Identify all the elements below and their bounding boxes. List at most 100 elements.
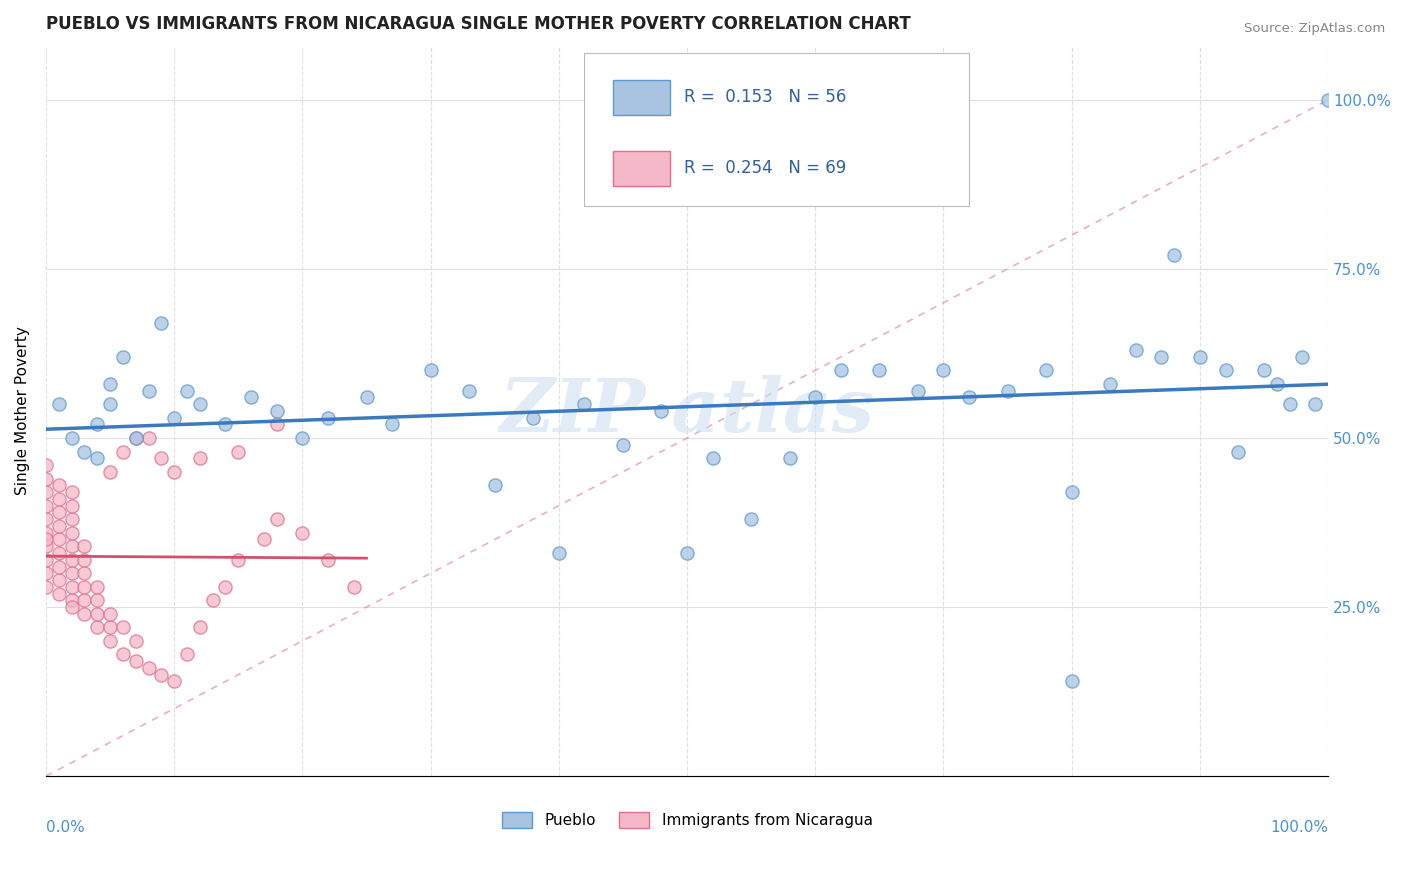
Point (1215, 363, 1237, 377)
Text: 100.0%: 100.0% (1270, 820, 1329, 835)
Point (1125, 343, 1147, 357)
Point (111, 350, 134, 364)
Point (214, 580, 236, 594)
Point (740, 512, 762, 526)
Point (253, 533, 276, 547)
Point (73, 444, 96, 458)
Point (779, 451, 801, 466)
Point (150, 451, 173, 466)
Point (1317, 93, 1340, 107)
Point (138, 384, 160, 398)
Point (48, 505, 70, 519)
Point (138, 431, 160, 445)
Point (150, 667, 173, 681)
Point (1305, 397, 1327, 411)
Point (1227, 444, 1250, 458)
Point (291, 525, 314, 540)
Point (60, 593, 83, 607)
Point (98, 397, 121, 411)
Point (125, 431, 148, 445)
Point (86, 607, 108, 621)
Point (98, 634, 121, 648)
Point (676, 546, 699, 560)
Point (214, 417, 236, 432)
Point (226, 553, 249, 567)
Point (48, 573, 70, 587)
Point (48, 491, 70, 506)
Point (35, 525, 58, 540)
Point (35, 539, 58, 553)
Point (240, 391, 263, 405)
Point (163, 465, 186, 479)
Point (1291, 350, 1313, 364)
Point (73, 593, 96, 607)
Point (932, 363, 955, 377)
Point (111, 648, 134, 662)
Point (125, 634, 148, 648)
Point (343, 580, 366, 594)
Point (356, 391, 378, 405)
Point (381, 417, 404, 432)
Point (60, 485, 83, 500)
Point (547, 546, 569, 560)
Text: ZIP atlas: ZIP atlas (499, 375, 875, 447)
Text: PUEBLO VS IMMIGRANTS FROM NICARAGUA SINGLE MOTHER POVERTY CORRELATION CHART: PUEBLO VS IMMIGRANTS FROM NICARAGUA SING… (46, 15, 911, 33)
Point (163, 410, 186, 425)
Point (73, 539, 96, 553)
Point (35, 553, 58, 567)
Point (1163, 248, 1185, 262)
Point (574, 397, 596, 411)
Text: Source: ZipAtlas.com: Source: ZipAtlas.com (1244, 22, 1385, 36)
Point (188, 397, 211, 411)
Point (1150, 350, 1173, 364)
Point (1188, 350, 1211, 364)
Point (266, 404, 288, 418)
Point (60, 512, 83, 526)
Point (201, 593, 224, 607)
Point (48, 546, 70, 560)
Point (150, 316, 173, 330)
Point (1253, 363, 1275, 377)
Point (612, 438, 634, 452)
Point (60, 600, 83, 615)
Point (1265, 376, 1288, 391)
Point (35, 499, 58, 513)
Point (60, 499, 83, 513)
Point (484, 478, 506, 492)
Point (907, 384, 929, 398)
Point (60, 539, 83, 553)
Point (35, 512, 58, 526)
Point (316, 410, 339, 425)
Point (48, 519, 70, 533)
Point (35, 485, 58, 500)
Point (98, 607, 121, 621)
Point (266, 417, 288, 432)
Point (458, 384, 481, 398)
Point (60, 553, 83, 567)
Point (138, 661, 160, 675)
Point (830, 363, 852, 377)
Text: R =  0.254   N = 69: R = 0.254 N = 69 (685, 160, 846, 178)
Text: R =  0.153   N = 56: R = 0.153 N = 56 (685, 87, 846, 106)
Point (73, 566, 96, 581)
Point (60, 580, 83, 594)
Point (111, 620, 134, 634)
Point (1060, 485, 1083, 500)
Point (60, 431, 83, 445)
Point (86, 417, 108, 432)
Point (125, 654, 148, 668)
Text: 0.0%: 0.0% (46, 820, 84, 835)
Point (702, 451, 724, 466)
Point (35, 458, 58, 472)
Point (86, 620, 108, 634)
Point (163, 674, 186, 689)
Point (86, 593, 108, 607)
Point (86, 451, 108, 466)
Point (48, 478, 70, 492)
Point (804, 391, 827, 405)
Point (957, 391, 980, 405)
Point (125, 431, 148, 445)
Point (111, 444, 134, 458)
Point (188, 620, 211, 634)
Point (316, 553, 339, 567)
